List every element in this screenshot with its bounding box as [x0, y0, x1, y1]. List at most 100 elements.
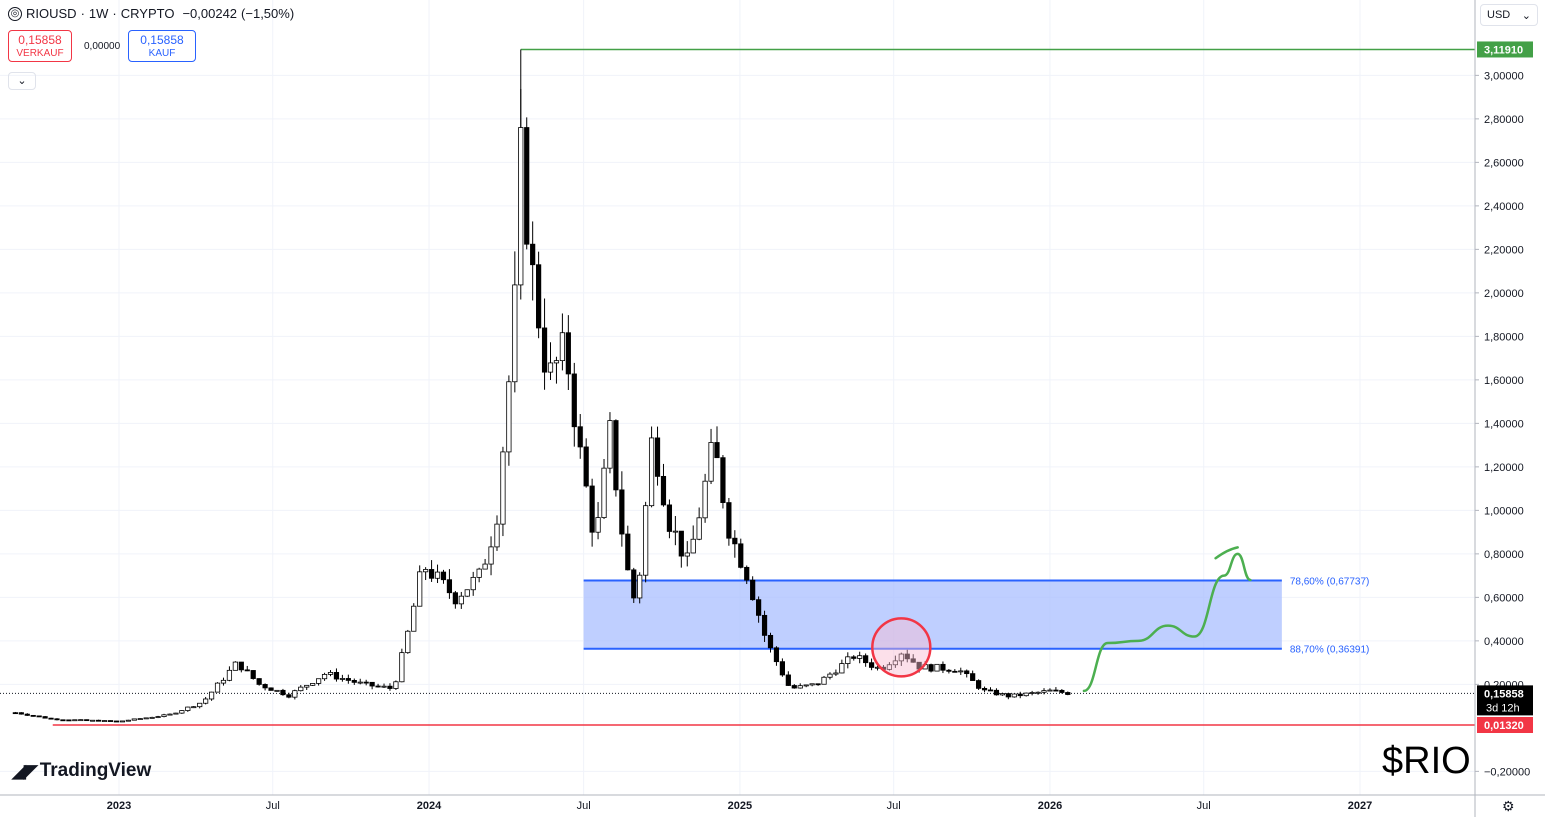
price-tick-label: 1,60000	[1484, 375, 1524, 387]
candle-body	[744, 566, 750, 581]
candle-body	[203, 698, 209, 704]
candle-body	[1023, 692, 1029, 697]
candle-body	[1065, 692, 1071, 695]
candle-body	[191, 706, 197, 709]
candle-body	[482, 563, 488, 570]
candle-body	[625, 533, 631, 571]
candle-body	[934, 663, 940, 672]
candle-body	[423, 569, 429, 573]
time-tick-label: 2024	[417, 800, 442, 812]
candle-body	[286, 694, 292, 698]
candle-body	[428, 569, 435, 579]
candle-body	[958, 670, 964, 673]
candle-body	[226, 669, 233, 681]
candle-body	[220, 679, 227, 684]
price-tick-label: 2,00000	[1484, 288, 1524, 300]
candle-body	[208, 691, 215, 700]
separator: ·	[80, 6, 85, 21]
candle-body	[161, 714, 167, 717]
candle-body	[666, 504, 673, 532]
fib-lower-label: 88,70% (0,36391)	[1290, 645, 1370, 656]
candle-body	[1059, 689, 1065, 693]
price-change: −0,00242	[182, 6, 238, 21]
candle-body	[946, 669, 952, 672]
candle-body	[399, 652, 405, 683]
candle-body	[672, 530, 678, 533]
candle-body	[815, 683, 821, 686]
time-tick-label: Jul	[577, 800, 591, 812]
candle-body	[12, 712, 18, 715]
buy-button[interactable]: 0,15858 KAUF	[128, 30, 196, 62]
candle-body	[595, 517, 601, 533]
candle-body	[726, 502, 732, 539]
spread-value: 0,00000	[84, 41, 121, 52]
settings-gear-icon[interactable]: ⚙	[1502, 798, 1515, 814]
fib-zone[interactable]: 78,60% (0,67737) 88,70% (0,36391)	[583, 577, 1370, 656]
candle-body	[1035, 691, 1041, 694]
candle-body	[155, 716, 161, 718]
candle-body	[446, 579, 453, 594]
symbol-header: ◎ RIOUSD · 1W · CRYPTO −0,00242 (−1,50%)	[8, 6, 294, 21]
candle-body	[970, 673, 976, 681]
candle-body	[292, 690, 298, 698]
candle-body	[886, 664, 893, 670]
candle-body	[351, 680, 357, 683]
candle-body	[940, 663, 946, 671]
candle-body	[773, 647, 780, 663]
candle-body	[321, 673, 328, 680]
candle-body	[571, 373, 577, 428]
candle-body	[839, 663, 845, 674]
candle-body	[214, 682, 221, 693]
candle-body	[767, 634, 774, 649]
time-tick-label: Jul	[266, 800, 280, 812]
candle-body	[809, 683, 815, 686]
candle-body	[101, 720, 108, 722]
sell-button[interactable]: 0,15858 VERKAUF	[8, 30, 72, 62]
time-tick-label: Jul	[1197, 800, 1211, 812]
highlight-circle	[871, 617, 932, 678]
candle-body	[250, 670, 256, 679]
candle-body	[119, 720, 125, 723]
candle-body	[1053, 689, 1059, 692]
annotations[interactable]	[871, 546, 1252, 693]
candle-body	[280, 689, 286, 696]
candle-body	[464, 589, 470, 597]
candle-body	[54, 718, 60, 721]
buy-price: 0,15858	[140, 33, 184, 47]
fib-zone-fill	[583, 580, 1282, 649]
price-tick-label: 1,20000	[1484, 462, 1524, 474]
candle-body	[18, 712, 24, 715]
candle-body	[993, 689, 1000, 696]
currency-select[interactable]: USD ⌄	[1480, 4, 1538, 26]
collapse-chevron-icon[interactable]: ⌄	[8, 72, 36, 90]
candle-body	[868, 662, 875, 668]
candle-body	[131, 718, 137, 721]
buy-label: KAUF	[148, 48, 176, 59]
candle-body	[981, 687, 988, 691]
candle-body	[96, 719, 102, 722]
price-tick-label: 2,20000	[1484, 244, 1524, 256]
candle-body	[262, 684, 268, 689]
price-tick-label: 0,40000	[1484, 636, 1524, 648]
candle-body	[512, 284, 518, 383]
candles	[12, 88, 1071, 723]
ath-price-tag-bg	[1477, 41, 1533, 58]
candle-body	[84, 719, 90, 722]
interval[interactable]: 1W	[88, 6, 109, 21]
candle-body	[690, 538, 696, 554]
last-price-tag-bg	[1477, 685, 1533, 716]
tradingview-logo[interactable]: ◢◤ TradingView	[12, 760, 151, 782]
candle-body	[761, 614, 768, 636]
candle-body	[791, 685, 797, 689]
candle-body	[137, 718, 143, 720]
ath-price-tag: 3,11910	[1484, 44, 1523, 56]
candle-body	[470, 576, 476, 591]
symbol-name[interactable]: RIOUSD	[26, 6, 77, 21]
candle-body	[149, 716, 155, 719]
candle-body	[750, 579, 756, 601]
candle-body	[238, 661, 244, 671]
candle-body	[708, 442, 714, 482]
candle-body	[256, 678, 262, 685]
